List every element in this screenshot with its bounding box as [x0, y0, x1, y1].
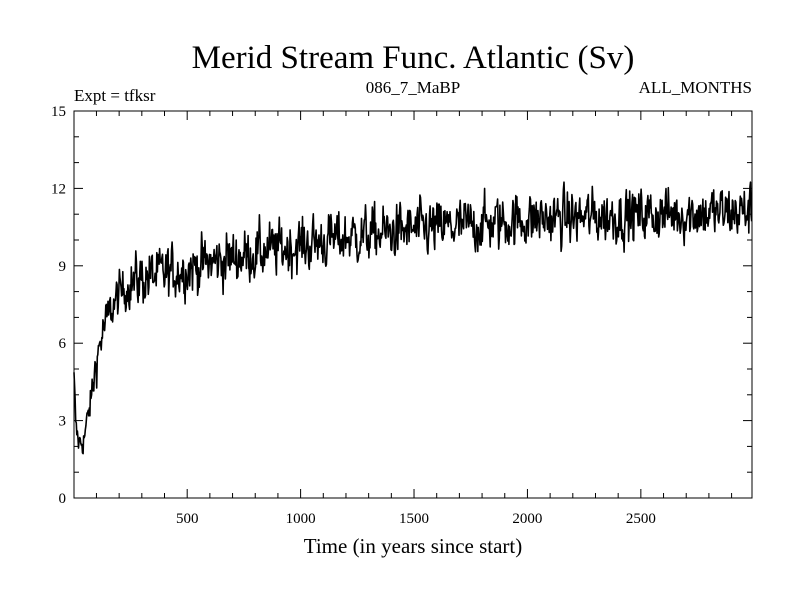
x-tick-label: 500	[176, 511, 199, 527]
tick-marks	[74, 110, 752, 499]
x-tick-label: 2000	[512, 511, 542, 527]
y-tick-label: 12	[51, 181, 66, 197]
y-tick-label: 9	[59, 259, 67, 275]
x-tick-labels: 500 1000 1500 2000 2500	[176, 511, 656, 527]
plot-frame	[73, 110, 753, 499]
subtitle-months: ALL_MONTHS	[639, 78, 752, 97]
y-tick-label: 6	[59, 336, 67, 352]
x-tick-label: 1500	[399, 511, 429, 527]
series-line	[73, 181, 753, 455]
chart-title: Merid Stream Func. Atlantic (Sv)	[192, 40, 635, 76]
subtitle-experiment: Expt = tfksr	[74, 86, 156, 105]
x-tick-label: 1000	[286, 511, 316, 527]
x-tick-label: 2500	[626, 511, 656, 527]
y-tick-labels: 0 3 6 9 12 15	[51, 104, 67, 507]
subtitle-period: 086_7_MaBP	[366, 78, 460, 97]
x-axis-label: Time (in years since start)	[304, 534, 523, 558]
y-tick-label: 15	[51, 104, 66, 120]
y-tick-label: 0	[59, 491, 67, 507]
y-tick-label: 3	[59, 414, 67, 430]
